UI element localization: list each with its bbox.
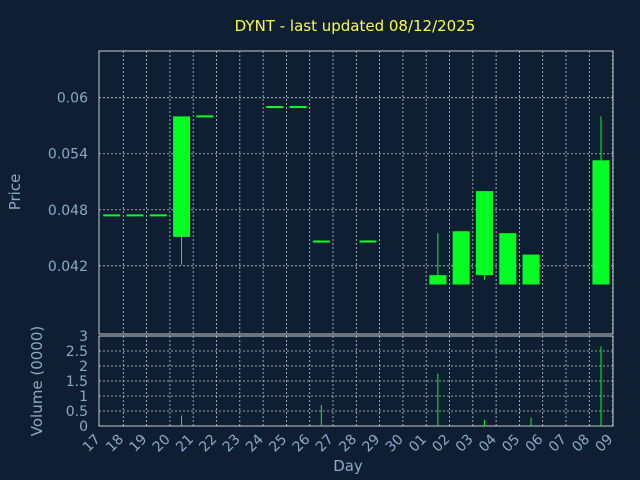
x-tick-label: 24 <box>243 431 267 455</box>
x-tick-label: 07 <box>546 432 570 456</box>
x-tick-label: 04 <box>476 431 500 455</box>
candle <box>499 233 517 285</box>
x-tick-label: 22 <box>196 432 220 456</box>
volume-axis-label: Volume (0000) <box>28 326 46 436</box>
x-tick-label: 03 <box>453 432 477 456</box>
candle <box>173 116 191 265</box>
candle-body <box>522 254 540 285</box>
candle-body <box>499 233 517 285</box>
x-tick-label: 17 <box>80 432 104 456</box>
candle-body <box>359 240 377 243</box>
candle <box>452 231 470 285</box>
volume-tick-label: 0.5 <box>66 404 88 420</box>
chart-title: DYNT - last updated 08/12/2025 <box>235 17 476 35</box>
x-tick-label: 29 <box>360 432 384 456</box>
candle-body <box>173 116 191 237</box>
x-axis-label: Day <box>333 457 363 475</box>
price-tick-label: 0.054 <box>48 147 88 163</box>
x-tick-label: 23 <box>220 432 244 456</box>
candle-body <box>126 214 144 217</box>
volume-y-ticks: 00.511.522.53 <box>66 329 88 435</box>
candle-body <box>196 115 214 118</box>
volume-tick-label: 2.5 <box>66 344 88 360</box>
volume-tick-label: 3 <box>79 329 88 345</box>
volume-tick-label: 2 <box>79 359 88 375</box>
candle-body <box>289 106 307 109</box>
candle-body <box>266 106 284 109</box>
candle <box>429 233 447 285</box>
candle <box>522 254 540 285</box>
candle-body <box>312 240 330 243</box>
volume-grid <box>99 336 613 426</box>
x-tick-label: 01 <box>406 432 430 456</box>
candle <box>592 116 610 285</box>
candle <box>126 214 144 217</box>
candle <box>149 214 167 217</box>
x-tick-label: 25 <box>266 432 290 456</box>
x-tick-label: 30 <box>383 432 407 456</box>
candles <box>103 106 610 285</box>
candle <box>196 115 214 118</box>
volume-tick-label: 1.5 <box>66 374 88 390</box>
x-tick-label: 26 <box>290 431 314 455</box>
price-tick-label: 0.06 <box>57 91 88 107</box>
x-tick-label: 05 <box>499 432 523 456</box>
x-tick-label: 02 <box>429 432 453 456</box>
x-tick-label: 08 <box>569 432 593 456</box>
x-tick-label: 18 <box>103 432 127 456</box>
candle-body <box>475 191 493 276</box>
candle <box>359 240 377 243</box>
candle-body <box>429 275 447 285</box>
volume-tick-label: 0 <box>79 419 88 435</box>
x-tick-label: 27 <box>313 432 337 456</box>
x-tick-label: 21 <box>173 432 197 456</box>
price-tick-label: 0.042 <box>48 259 88 275</box>
candle-body <box>592 160 610 285</box>
candle <box>312 240 330 243</box>
x-tick-label: 06 <box>523 431 547 455</box>
x-tick-label: 20 <box>150 432 174 456</box>
x-tick-label: 28 <box>336 432 360 456</box>
candle <box>103 214 121 217</box>
candle <box>289 106 307 109</box>
x-ticks: 17 18 19 20 21 22 23 24 25 26 27 28 29 30 01 02 03 04 05 06… <box>80 431 617 455</box>
price-axis-label: Price <box>6 174 24 211</box>
volume-tick-label: 1 <box>79 389 88 405</box>
price-tick-label: 0.048 <box>48 203 88 219</box>
x-tick-label: 19 <box>127 432 151 456</box>
candle-body <box>452 231 470 285</box>
candle <box>475 191 493 280</box>
volume-bars <box>181 346 602 426</box>
candle-body <box>149 214 167 217</box>
price-y-ticks: 0.042 0.048 0.054 0.06 <box>48 91 88 275</box>
candle <box>266 106 284 109</box>
x-tick-label: 09 <box>593 432 617 456</box>
candle-body <box>103 214 121 217</box>
